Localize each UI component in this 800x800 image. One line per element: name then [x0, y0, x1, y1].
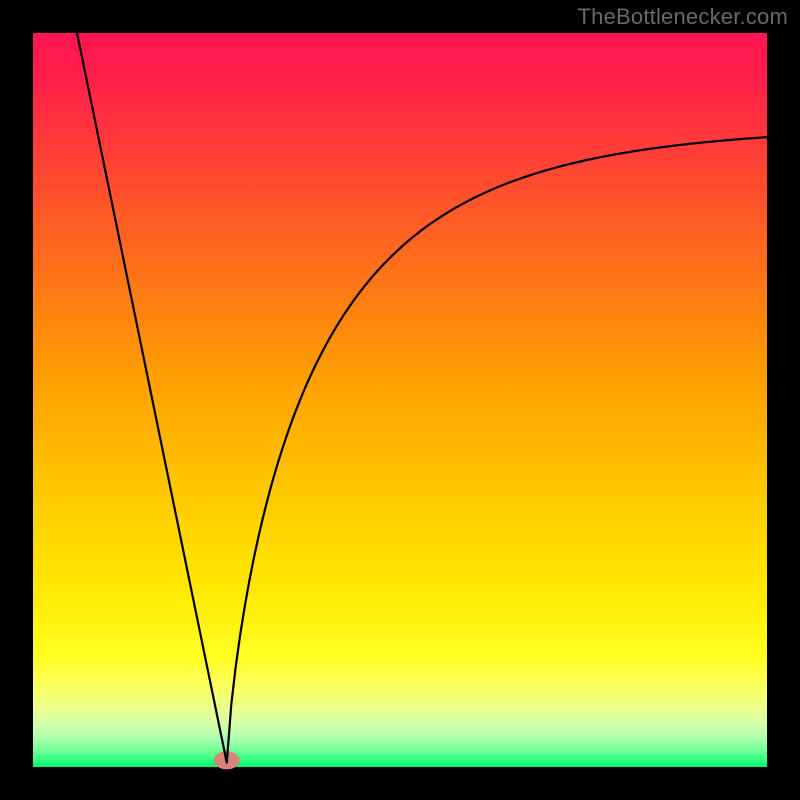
- bottleneck-chart: [0, 0, 800, 800]
- chart-container: TheBottlenecker.com: [0, 0, 800, 800]
- watermark-text: TheBottlenecker.com: [578, 4, 788, 30]
- plot-background: [33, 33, 767, 767]
